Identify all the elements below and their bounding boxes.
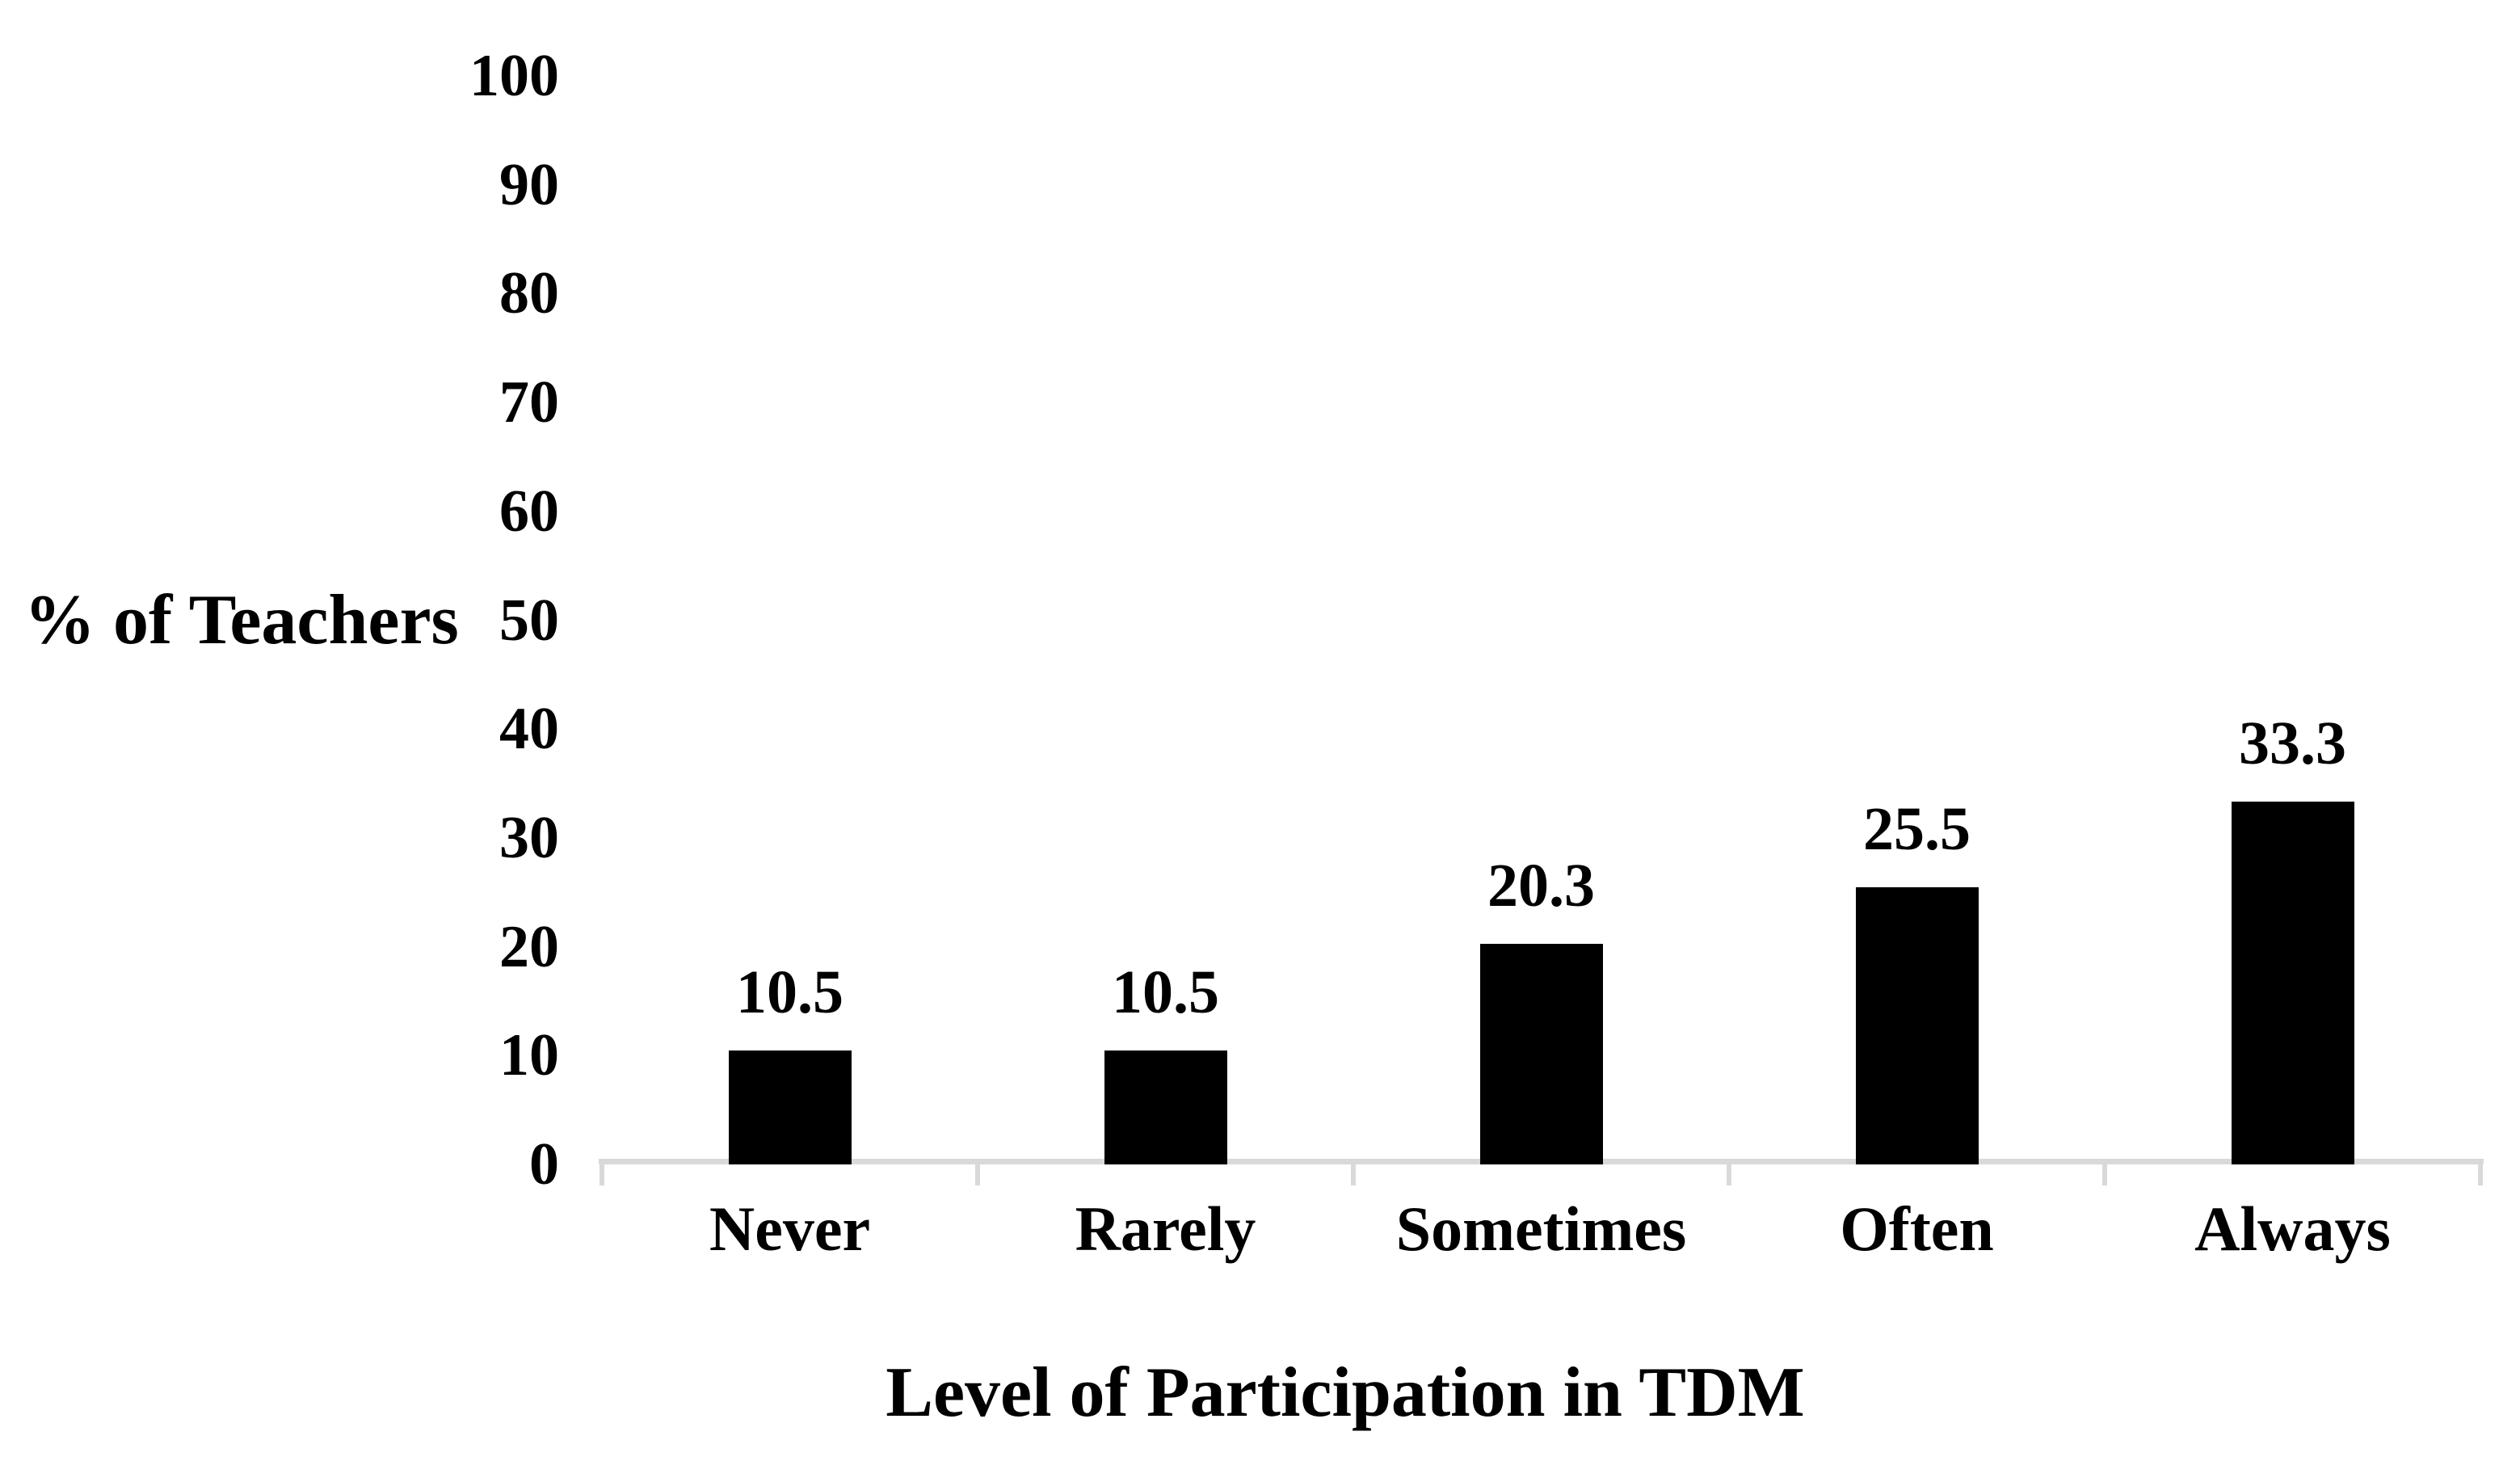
x-axis-title: Level of Participation in TDM (886, 1354, 1805, 1432)
y-tick-label: 40 (499, 696, 559, 763)
y-tick-label: 50 (499, 587, 559, 654)
y-tick-label: 30 (499, 804, 559, 871)
x-category-label: Never (709, 1194, 871, 1264)
bar-value-label: 33.3 (2239, 709, 2346, 778)
y-tick-label: 60 (499, 478, 559, 545)
x-tick-mark (599, 1164, 604, 1185)
bar (1104, 1050, 1227, 1164)
x-tick-mark (1727, 1164, 1731, 1185)
y-axis-title: % of Teachers (24, 581, 459, 660)
y-tick-label: 10 (499, 1022, 559, 1089)
bar-value-label: 10.5 (736, 958, 844, 1026)
x-category-label: Sometimes (1395, 1194, 1687, 1264)
bar-value-label: 25.5 (1863, 794, 1971, 863)
x-tick-mark (2478, 1164, 2483, 1185)
bar-value-label: 20.3 (1487, 851, 1595, 920)
bar (1479, 943, 1603, 1164)
y-tick-label: 20 (499, 913, 559, 980)
x-category-label: Often (1840, 1194, 1994, 1264)
x-tick-mark (975, 1164, 980, 1185)
bar-value-label: 10.5 (1112, 958, 1219, 1026)
x-category-label: Rarely (1075, 1194, 1256, 1264)
x-tick-mark (2102, 1164, 2107, 1185)
y-tick-label: 80 (499, 260, 559, 327)
bar (728, 1050, 852, 1164)
bar (1855, 886, 1979, 1164)
bar (2231, 802, 2354, 1164)
y-tick-label: 100 (469, 43, 559, 109)
y-tick-label: 0 (529, 1131, 559, 1198)
x-tick-mark (1351, 1164, 1356, 1185)
x-category-label: Always (2194, 1194, 2391, 1264)
y-tick-label: 70 (499, 369, 559, 436)
y-tick-label: 90 (499, 151, 559, 218)
